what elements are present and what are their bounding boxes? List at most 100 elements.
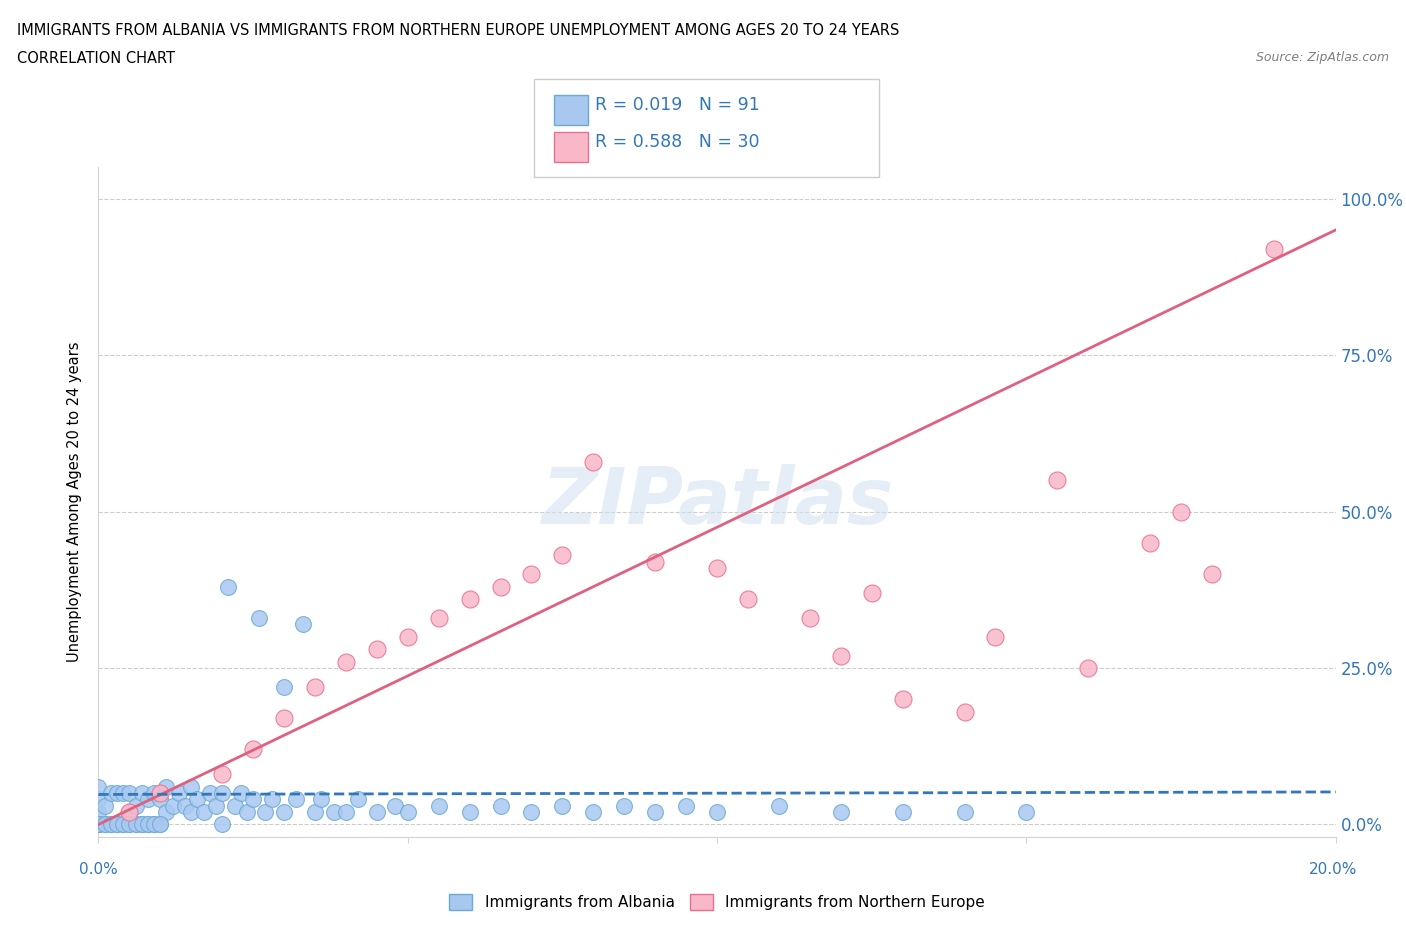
Point (891, 692, 914, 707)
Point (112, 817, 135, 832)
Point (105, 817, 128, 832)
Point (124, 798, 146, 813)
Point (174, 798, 197, 813)
Point (167, 786, 190, 801)
Point (304, 804, 326, 819)
Point (551, 798, 574, 813)
Point (242, 742, 264, 757)
Point (87, 792, 110, 807)
Point (396, 804, 419, 819)
Point (193, 804, 215, 819)
Point (131, 817, 153, 832)
Point (105, 786, 128, 801)
Point (180, 779, 202, 794)
Point (891, 804, 914, 819)
Point (309, 792, 332, 807)
Point (984, 630, 1007, 644)
Point (335, 655, 357, 670)
Point (155, 779, 177, 794)
Point (87, 817, 110, 832)
Text: CORRELATION CHART: CORRELATION CHART (17, 51, 174, 66)
Text: Source: ZipAtlas.com: Source: ZipAtlas.com (1256, 51, 1389, 64)
Point (644, 804, 666, 819)
Text: 0.0%: 0.0% (79, 862, 118, 877)
Point (335, 804, 357, 819)
Point (273, 804, 295, 819)
Point (285, 792, 308, 807)
Point (118, 817, 141, 832)
Point (427, 798, 450, 813)
Point (242, 792, 264, 807)
Point (124, 817, 146, 832)
Point (87, 817, 110, 832)
Text: ZIPatlas: ZIPatlas (541, 464, 893, 540)
Point (254, 804, 277, 819)
Point (124, 817, 146, 832)
Point (953, 804, 976, 819)
Point (131, 786, 153, 801)
Point (180, 804, 202, 819)
Point (136, 817, 159, 832)
Point (229, 786, 252, 801)
Point (112, 817, 135, 832)
Point (644, 554, 666, 569)
Point (186, 792, 208, 807)
Point (520, 804, 543, 819)
Point (211, 767, 233, 782)
Point (143, 786, 166, 801)
Point (582, 804, 605, 819)
Point (236, 804, 259, 819)
Point (953, 704, 976, 719)
Point (860, 586, 883, 601)
Point (427, 610, 450, 625)
Point (211, 786, 233, 801)
Point (489, 579, 512, 594)
Point (260, 792, 283, 807)
Point (112, 786, 135, 801)
Point (799, 610, 821, 625)
Point (118, 817, 141, 832)
Point (211, 817, 233, 832)
Point (458, 804, 481, 819)
Point (87, 779, 110, 794)
Point (87, 817, 110, 832)
Point (93, 817, 115, 832)
Point (162, 798, 184, 813)
Point (131, 817, 153, 832)
Point (217, 579, 239, 594)
Text: IMMIGRANTS FROM ALBANIA VS IMMIGRANTS FROM NORTHERN EUROPE UNEMPLOYMENT AMONG AG: IMMIGRANTS FROM ALBANIA VS IMMIGRANTS FR… (17, 23, 900, 38)
Point (149, 792, 172, 807)
Point (87, 817, 110, 832)
Point (100, 786, 122, 801)
Point (830, 804, 852, 819)
Point (224, 798, 246, 813)
Point (737, 591, 759, 606)
Point (366, 804, 388, 819)
Point (143, 817, 166, 832)
Point (1139, 536, 1161, 551)
Point (551, 548, 574, 563)
Point (105, 817, 128, 832)
Text: 20.0%: 20.0% (1309, 862, 1357, 877)
Point (155, 804, 177, 819)
Point (366, 642, 388, 657)
Point (149, 786, 172, 801)
Point (87, 817, 110, 832)
Point (198, 786, 221, 801)
Point (118, 804, 141, 819)
Point (247, 610, 270, 625)
Point (396, 630, 419, 644)
Point (87, 804, 110, 819)
Point (149, 817, 172, 832)
Point (520, 566, 543, 581)
Point (489, 798, 512, 813)
Point (1077, 660, 1099, 675)
Point (1201, 566, 1223, 581)
Point (1015, 804, 1038, 819)
Point (291, 617, 314, 631)
Point (205, 798, 228, 813)
Point (1046, 472, 1069, 487)
Legend: Immigrants from Albania, Immigrants from Northern Europe: Immigrants from Albania, Immigrants from… (443, 888, 991, 916)
Point (768, 798, 790, 813)
Point (143, 817, 166, 832)
